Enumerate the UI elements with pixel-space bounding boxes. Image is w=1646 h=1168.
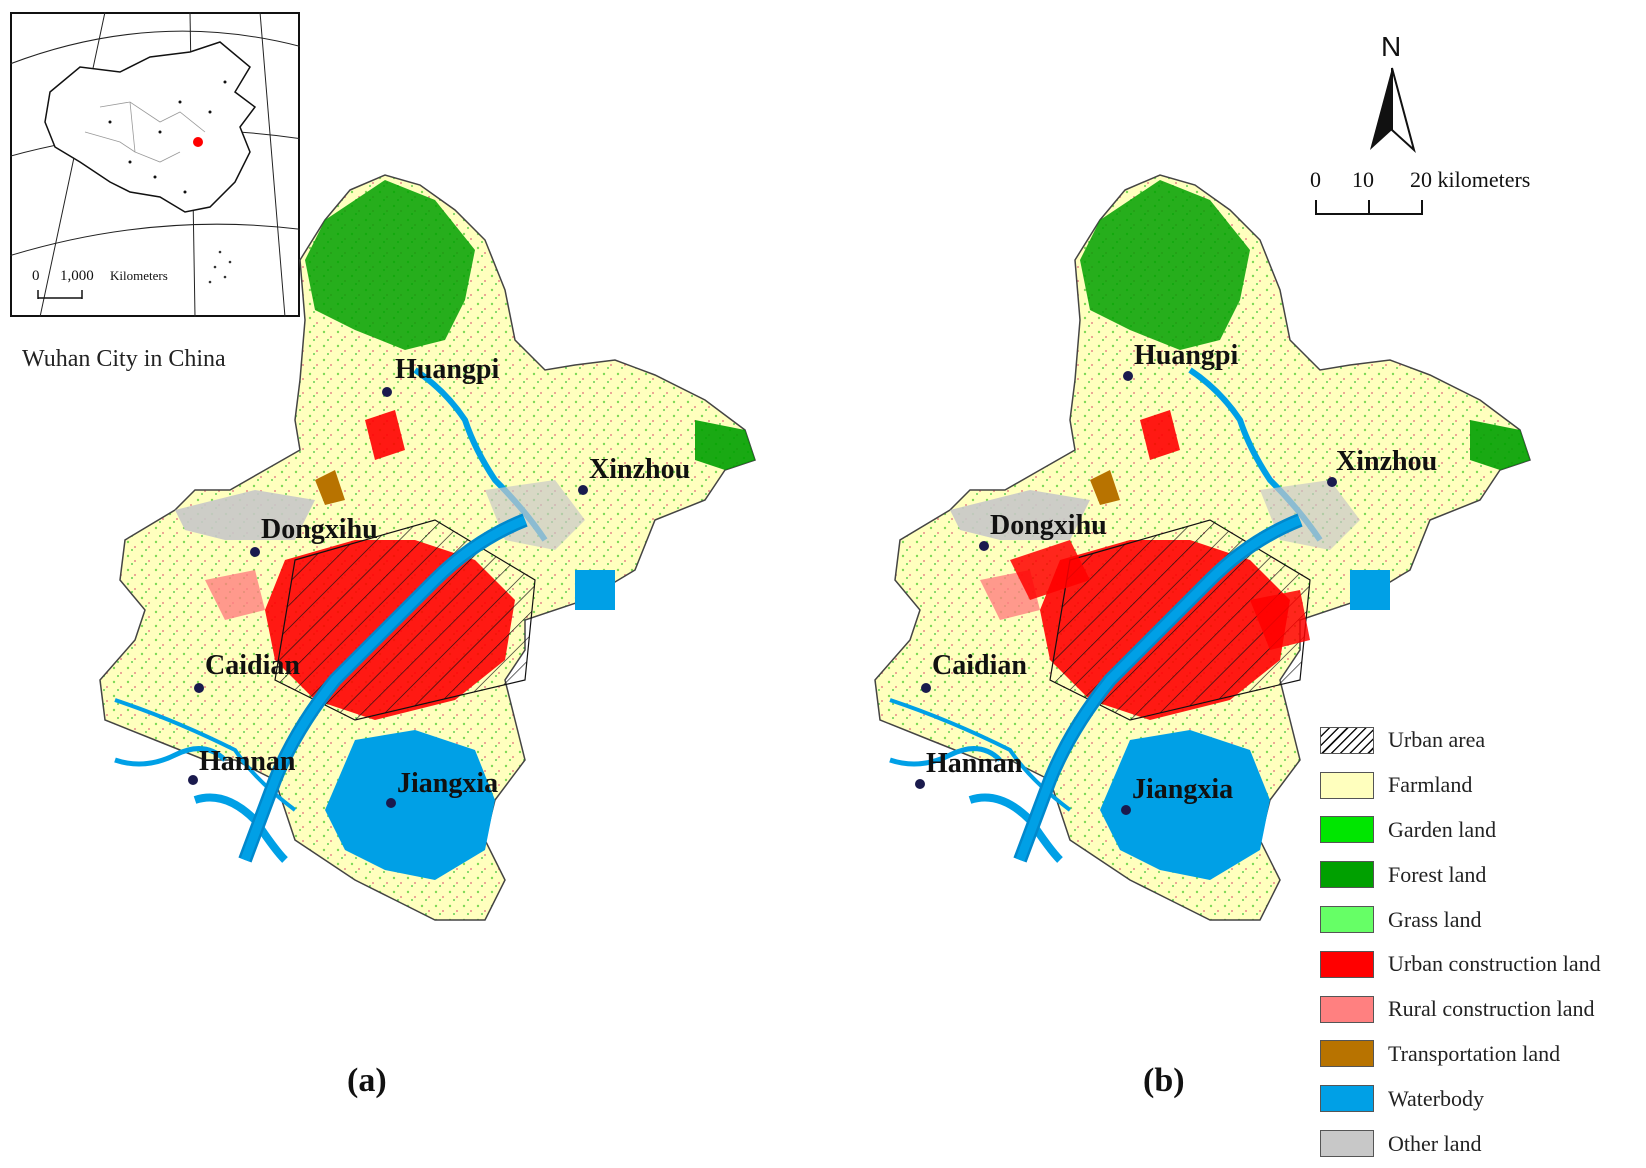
city-label-hannan: Hannan	[199, 746, 296, 777]
north-label: N	[1381, 31, 1401, 62]
legend-label: Urban area	[1388, 727, 1486, 753]
inset-scale-value: 1,000	[60, 268, 94, 284]
city-marker-caidian	[194, 683, 204, 693]
north-arrow-icon: N	[1370, 31, 1416, 154]
legend-item-other-land: Other land	[1320, 1121, 1646, 1166]
city-label-xinzhou: Xinzhou	[589, 454, 690, 485]
panel-label-b: (b)	[1143, 1062, 1185, 1099]
city-label-caidian: Caidian	[205, 650, 300, 681]
legend-swatch	[1320, 906, 1374, 934]
legend-item-urban-area: Urban area	[1320, 718, 1646, 763]
legend-swatch	[1320, 1085, 1374, 1113]
city-label-jiangxia: Jiangxia	[397, 768, 498, 799]
land-use-map-b: Huangpi Xinzhou Dongxihu Caidian Hannan …	[830, 160, 1570, 1040]
city-marker-caidian	[921, 683, 931, 693]
legend-label: Garden land	[1388, 816, 1497, 842]
scale-tick-10: 10	[1352, 170, 1374, 192]
scale-tick-20: 20 kilometers	[1410, 170, 1530, 192]
scale-bar: 0 10 20 kilometers	[1310, 170, 1530, 215]
legend-item-rural-construction-land: Rural construction land	[1320, 987, 1646, 1032]
panel-label-a: (a)	[347, 1062, 387, 1099]
legend-label: Urban construction land	[1388, 951, 1601, 977]
land-use-map-a: Huangpi Xinzhou Dongxihu Caidian Hannan …	[55, 160, 795, 1040]
legend-item-forest-land: Forest land	[1320, 852, 1646, 897]
city-marker-huangpi	[1123, 371, 1133, 381]
city-marker-hannan	[188, 775, 198, 785]
legend-swatch	[1320, 771, 1374, 799]
legend-swatch	[1320, 816, 1374, 844]
legend-item-transportation-land: Transportation land	[1320, 1032, 1646, 1077]
city-marker-jiangxia	[386, 798, 396, 808]
city-marker-xinzhou	[578, 485, 588, 495]
city-marker-dongxihu	[250, 547, 260, 557]
city-marker-xinzhou	[1327, 477, 1337, 487]
legend-swatch	[1320, 861, 1374, 889]
city-label-dongxihu: Dongxihu	[261, 514, 378, 545]
legend-label: Forest land	[1388, 861, 1487, 887]
city-label-dongxihu: Dongxihu	[990, 510, 1107, 541]
legend-swatch	[1320, 1130, 1374, 1158]
city-label-xinzhou: Xinzhou	[1336, 446, 1437, 477]
legend-swatch	[1320, 995, 1374, 1023]
inset-scale-unit: Kilometers	[110, 268, 168, 283]
city-marker-dongxihu	[979, 541, 989, 551]
inset-scale-zero: 0	[32, 268, 40, 284]
scale-tick-0: 0	[1310, 170, 1321, 192]
china-inset-map: 0 1,000 Kilometers	[10, 12, 300, 317]
legend-label: Other land	[1388, 1130, 1482, 1156]
city-label-jiangxia: Jiangxia	[1132, 774, 1233, 805]
map-legend: Urban area Farmland Garden land Forest land…	[1320, 718, 1646, 1166]
legend-label: Grass land	[1388, 906, 1482, 932]
china-outline	[44, 41, 257, 213]
legend-item-farmland: Farmland	[1320, 763, 1646, 808]
legend-item-waterbody: Waterbody	[1320, 1076, 1646, 1121]
legend-item-garden-land: Garden land	[1320, 808, 1646, 853]
legend-item-grass-land: Grass land	[1320, 897, 1646, 942]
legend-swatch	[1320, 1040, 1374, 1068]
city-label-huangpi: Huangpi	[1134, 340, 1238, 371]
legend-item-urban-construction-land: Urban construction land	[1320, 942, 1646, 987]
city-label-hannan: Hannan	[926, 748, 1023, 779]
legend-label: Waterbody	[1388, 1085, 1484, 1111]
city-marker-huangpi	[382, 387, 392, 397]
legend-swatch	[1320, 950, 1374, 978]
city-label-huangpi: Huangpi	[395, 354, 499, 385]
legend-label: Farmland	[1388, 772, 1473, 798]
legend-label: Transportation land	[1388, 1040, 1561, 1066]
city-marker-hannan	[915, 779, 925, 789]
city-marker-jiangxia	[1121, 805, 1131, 815]
legend-label: Rural construction land	[1388, 996, 1595, 1022]
inset-caption: Wuhan City in China	[22, 346, 226, 372]
city-label-caidian: Caidian	[932, 650, 1027, 681]
legend-swatch	[1320, 726, 1374, 754]
wuhan-location-marker	[193, 137, 203, 147]
